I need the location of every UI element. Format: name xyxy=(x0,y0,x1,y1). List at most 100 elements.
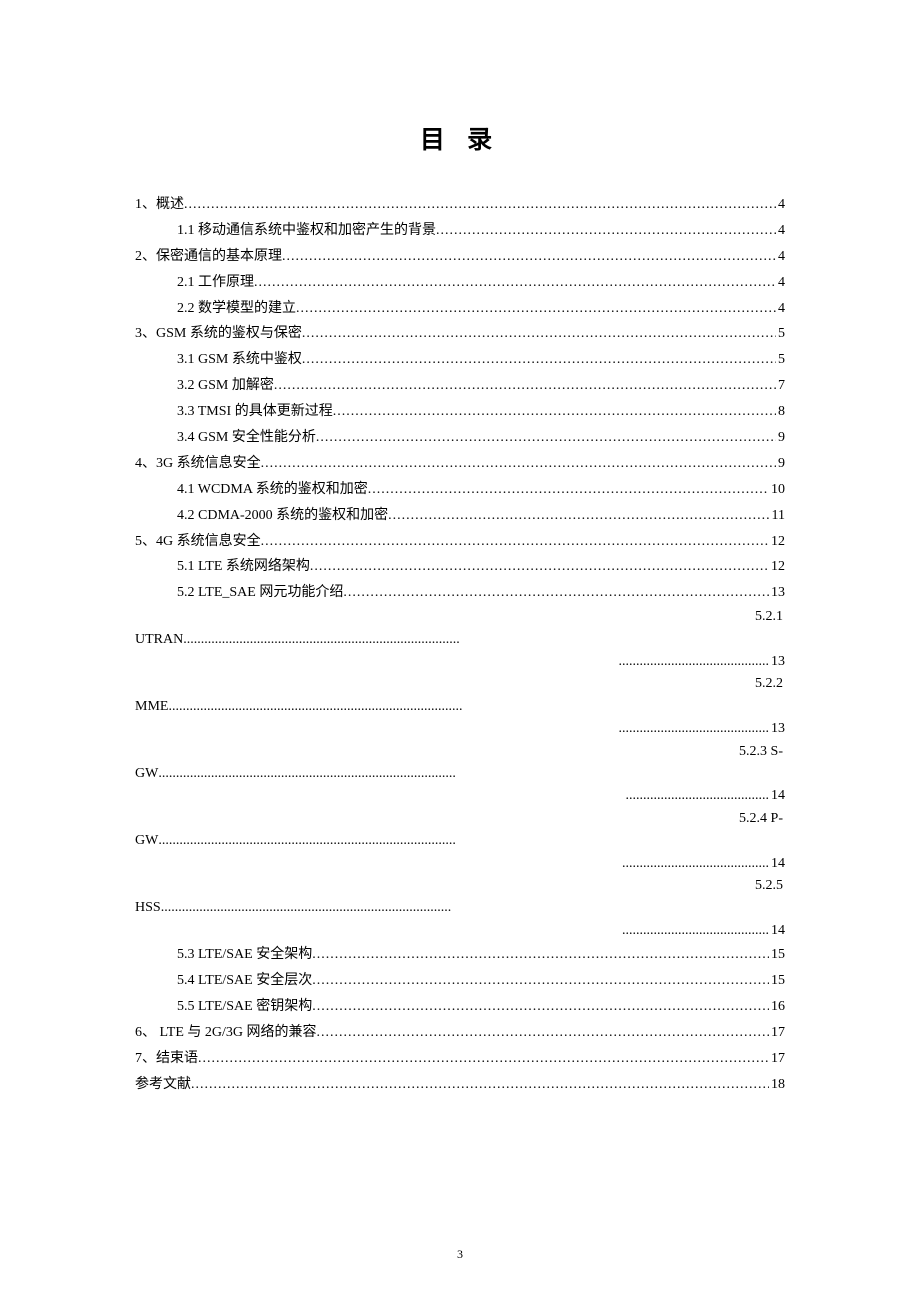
toc-entry-label: 5.4 LTE/SAE 安全层次 xyxy=(177,968,312,994)
toc-entry-label: 4.2 CDMA-2000 系统的鉴权和加密 xyxy=(177,503,388,529)
toc-subentry-label: UTRAN xyxy=(135,629,183,651)
toc-leader-dots xyxy=(312,994,769,1020)
toc-entry-label: 3、GSM 系统的鉴权与保密 xyxy=(135,321,302,347)
toc-leader-dots xyxy=(302,347,776,373)
toc-leader-dots xyxy=(191,1072,769,1098)
toc-leader-dots xyxy=(198,1046,769,1072)
toc-leader-dots xyxy=(316,1020,769,1046)
toc-subentry-page: 13 xyxy=(769,651,785,673)
toc-entry-label: 5.3 LTE/SAE 安全架构 xyxy=(177,942,312,968)
toc-leader-dots xyxy=(316,425,776,451)
toc-entry-label: 2.1 工作原理 xyxy=(177,270,254,296)
toc-entry-page: 9 xyxy=(776,425,785,451)
toc-leader-dots: ........................................… xyxy=(183,629,460,651)
toc-list-upper: 1、概述41.1 移动通信系统中鉴权和加密产生的背景42、保密通信的基本原理42… xyxy=(135,192,785,606)
toc-subentry-page: 14 xyxy=(769,920,785,942)
toc-subentry: 5.2.1UTRAN..............................… xyxy=(135,606,785,673)
toc-leader-dots xyxy=(436,218,776,244)
toc-entry-label: 3.4 GSM 安全性能分析 xyxy=(177,425,316,451)
toc-leader-dots xyxy=(388,503,769,529)
toc-entry: 6、 LTE 与 2G/3G 网络的兼容 17 xyxy=(135,1020,785,1046)
toc-subentry: 5.2.4 P-GW..............................… xyxy=(135,808,785,875)
toc-entry-page: 4 xyxy=(776,244,785,270)
toc-entry-page: 15 xyxy=(769,968,785,994)
toc-subentry-label: GW xyxy=(135,763,158,785)
toc-entry-page: 13 xyxy=(769,580,785,606)
toc-list-lower: 5.3 LTE/SAE 安全架构155.4 LTE/SAE 安全层次155.5 … xyxy=(135,942,785,1097)
toc-entry: 5.1 LTE 系统网络架构12 xyxy=(135,554,785,580)
toc-entry-label: 1.1 移动通信系统中鉴权和加密产生的背景 xyxy=(177,218,436,244)
toc-entry-page: 4 xyxy=(776,296,785,322)
toc-entry-label: 3.2 GSM 加解密 xyxy=(177,373,274,399)
toc-leader-dots xyxy=(261,529,769,555)
toc-leader-dots xyxy=(274,373,776,399)
toc-leader-dots: ........................................… xyxy=(626,785,770,807)
toc-entry-label: 4.1 WCDMA 系统的鉴权和加密 xyxy=(177,477,368,503)
toc-entry-page: 4 xyxy=(776,218,785,244)
toc-entry-label: 参考文献 xyxy=(135,1072,191,1098)
toc-subentry-page: 13 xyxy=(769,718,785,740)
toc-entry-page: 11 xyxy=(770,503,785,529)
toc-entry: 2.2 数学模型的建立4 xyxy=(135,296,785,322)
toc-subentry-number: 5.2.3 S- xyxy=(135,741,785,763)
toc-entry-label: 5.5 LTE/SAE 密钥架构 xyxy=(177,994,312,1020)
toc-subentry: 5.2.5HSS................................… xyxy=(135,875,785,942)
toc-entry-page: 15 xyxy=(769,942,785,968)
toc-entry-page: 4 xyxy=(776,192,785,218)
toc-entry: 1、概述 4 xyxy=(135,192,785,218)
toc-leader-dots: ........................................… xyxy=(158,830,456,852)
toc-subentry-page: 14 xyxy=(769,853,785,875)
toc-entry-page: 5 xyxy=(776,321,785,347)
toc-entry: 5.5 LTE/SAE 密钥架构16 xyxy=(135,994,785,1020)
toc-leader-dots: ........................................… xyxy=(168,696,462,718)
toc-subentry: 5.2.2MME................................… xyxy=(135,673,785,740)
toc-entry: 7、结束语17 xyxy=(135,1046,785,1072)
toc-leader-dots xyxy=(312,968,769,994)
toc-leader-dots xyxy=(184,192,776,218)
toc-subentry-number: 5.2.5 xyxy=(135,875,785,897)
toc-entry-label: 1、概述 xyxy=(135,192,184,218)
toc-leader-dots: ........................................… xyxy=(619,651,770,673)
toc-entry-label: 3.1 GSM 系统中鉴权 xyxy=(177,347,302,373)
toc-subentry-label: HSS xyxy=(135,897,161,919)
toc-leader-dots xyxy=(343,580,769,606)
toc-leader-dots xyxy=(296,296,776,322)
toc-entry: 3.3 TMSI 的具体更新过程8 xyxy=(135,399,785,425)
document-page: 目 录 1、概述41.1 移动通信系统中鉴权和加密产生的背景42、保密通信的基本… xyxy=(0,0,920,1097)
toc-entry-page: 5 xyxy=(776,347,785,373)
toc-subentry: 5.2.3 S-GW..............................… xyxy=(135,741,785,808)
toc-entry-page: 18 xyxy=(769,1072,785,1098)
toc-entry-label: 3.3 TMSI 的具体更新过程 xyxy=(177,399,333,425)
toc-entry-label: 5、4G 系统信息安全 xyxy=(135,529,261,555)
toc-entry-label: 7、结束语 xyxy=(135,1046,198,1072)
toc-leader-dots xyxy=(282,244,776,270)
toc-leader-dots xyxy=(254,270,776,296)
toc-entry: 5.3 LTE/SAE 安全架构 15 xyxy=(135,942,785,968)
toc-entry: 3.4 GSM 安全性能分析 9 xyxy=(135,425,785,451)
toc-entry: 1.1 移动通信系统中鉴权和加密产生的背景 4 xyxy=(135,218,785,244)
toc-leader-dots xyxy=(310,554,769,580)
toc-entry: 4、3G 系统信息安全 9 xyxy=(135,451,785,477)
toc-entry-page: 9 xyxy=(776,451,785,477)
toc-entry: 5、4G 系统信息安全12 xyxy=(135,529,785,555)
toc-entry-page: 4 xyxy=(776,270,785,296)
toc-entry-label: 4、3G 系统信息安全 xyxy=(135,451,261,477)
toc-entry: 3、GSM 系统的鉴权与保密 5 xyxy=(135,321,785,347)
toc-entry: 3.1 GSM 系统中鉴权 5 xyxy=(135,347,785,373)
toc-entry: 2、保密通信的基本原理4 xyxy=(135,244,785,270)
toc-entry: 4.2 CDMA-2000 系统的鉴权和加密 11 xyxy=(135,503,785,529)
toc-subentry-number: 5.2.1 xyxy=(135,606,785,628)
toc-entry: 5.4 LTE/SAE 安全层次 15 xyxy=(135,968,785,994)
toc-subentry-label: MME xyxy=(135,696,168,718)
toc-leader-dots xyxy=(312,942,769,968)
toc-entry-page: 7 xyxy=(776,373,785,399)
toc-entry: 参考文献 18 xyxy=(135,1072,785,1098)
toc-entry-page: 17 xyxy=(769,1020,785,1046)
toc-leader-dots: ........................................… xyxy=(161,897,452,919)
toc-leader-dots: ........................................… xyxy=(622,853,769,875)
toc-entry: 2.1 工作原理 4 xyxy=(135,270,785,296)
toc-subentry-number: 5.2.2 xyxy=(135,673,785,695)
toc-entry-label: 5.2 LTE_SAE 网元功能介绍 xyxy=(177,580,343,606)
toc-entry-label: 6、 LTE 与 2G/3G 网络的兼容 xyxy=(135,1020,316,1046)
toc-leader-dots: ........................................… xyxy=(622,920,769,942)
